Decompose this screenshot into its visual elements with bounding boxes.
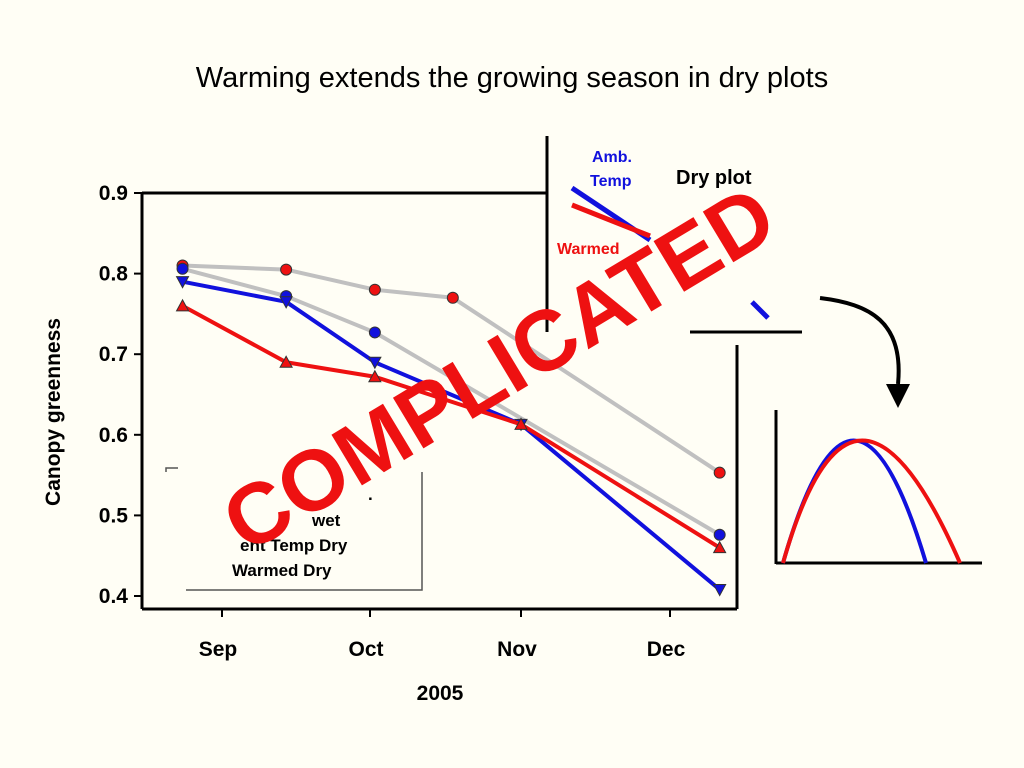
data-point-wet_upper <box>368 283 381 296</box>
y-tick-label: 0.6 <box>99 424 128 447</box>
series-layer <box>175 259 727 597</box>
data-point-wet_lower <box>176 262 189 275</box>
data-point-ambient_dry <box>175 276 190 289</box>
y-axis-title: Canopy greenness <box>42 318 65 506</box>
legend-dot: . <box>368 485 373 504</box>
data-point-wet_upper <box>280 263 293 276</box>
inset-amb-label-1: Amb. <box>592 149 632 166</box>
data-point-warmed_dry <box>712 540 727 554</box>
data-point-warmed_dry <box>279 355 293 368</box>
x-tick-label: Sep <box>199 638 238 661</box>
y-tick-label: 0.8 <box>99 263 129 286</box>
y-axis-ticks: 0.4 0.5 0.6 0.7 0.8 0.9 <box>99 182 142 608</box>
data-point-warmed_dry <box>175 298 190 312</box>
data-point-warmed_dry <box>514 417 528 430</box>
legend: wet ent Temp Dry Warmed Dry . <box>146 467 423 591</box>
x-axis-title: 2005 <box>417 682 464 705</box>
season-curve-warmed <box>781 438 962 564</box>
series-warmed_dry <box>175 298 727 554</box>
main-plot-axes <box>140 191 739 611</box>
dry-plot-inset: Amb. Temp Warmed Dry plot <box>545 136 802 334</box>
y-tick-label: 0.4 <box>99 585 129 608</box>
legend-entry-wet: wet <box>311 511 341 530</box>
series-line-wet_lower <box>182 266 721 537</box>
series-wet_lower <box>176 262 726 541</box>
data-point-wet_lower <box>713 528 726 541</box>
data-point-wet_upper <box>713 466 726 479</box>
data-point-wet_upper <box>446 291 459 304</box>
legend-entry-ambient-dry: ent Temp Dry <box>240 536 348 555</box>
inset-amb-label-2: Temp <box>590 173 632 190</box>
x-tick-label: Dec <box>647 638 686 661</box>
legend-entry-warmed-dry: Warmed Dry <box>232 561 332 580</box>
inset-dry-plot-label: Dry plot <box>676 167 752 189</box>
season-curve-inset <box>774 410 982 565</box>
x-axis-ticks: Sep Oct Nov Dec <box>199 609 686 661</box>
y-tick-label: 0.5 <box>99 504 129 527</box>
y-tick-label: 0.9 <box>99 182 128 205</box>
data-point-wet_lower <box>368 326 381 339</box>
data-point-ambient_dry <box>712 584 727 597</box>
complicated-stamp: COMPLICATED <box>207 167 792 571</box>
data-point-ambient_dry <box>279 296 293 309</box>
inset-warmed-line <box>571 202 651 239</box>
x-tick-label: Nov <box>497 638 537 661</box>
curved-arrow <box>819 296 910 408</box>
data-point-warmed_dry <box>368 369 382 383</box>
inset-warmed-label: Warmed <box>557 241 620 258</box>
slide-title: Warming extends the growing season in dr… <box>195 62 829 94</box>
y-tick-label: 0.7 <box>99 343 128 366</box>
data-point-ambient_dry <box>368 356 382 370</box>
x-tick-label: Oct <box>348 638 383 661</box>
inset-amb-line-tail <box>750 300 770 320</box>
